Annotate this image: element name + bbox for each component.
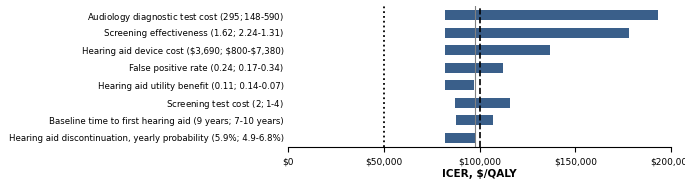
Bar <box>445 81 474 90</box>
Bar <box>445 10 658 20</box>
Bar <box>445 28 629 38</box>
Bar <box>445 63 503 73</box>
Bar <box>456 115 493 125</box>
Bar <box>455 98 510 108</box>
Bar <box>445 46 551 55</box>
Bar <box>445 133 475 143</box>
X-axis label: ICER, $/QALY: ICER, $/QALY <box>443 169 516 179</box>
